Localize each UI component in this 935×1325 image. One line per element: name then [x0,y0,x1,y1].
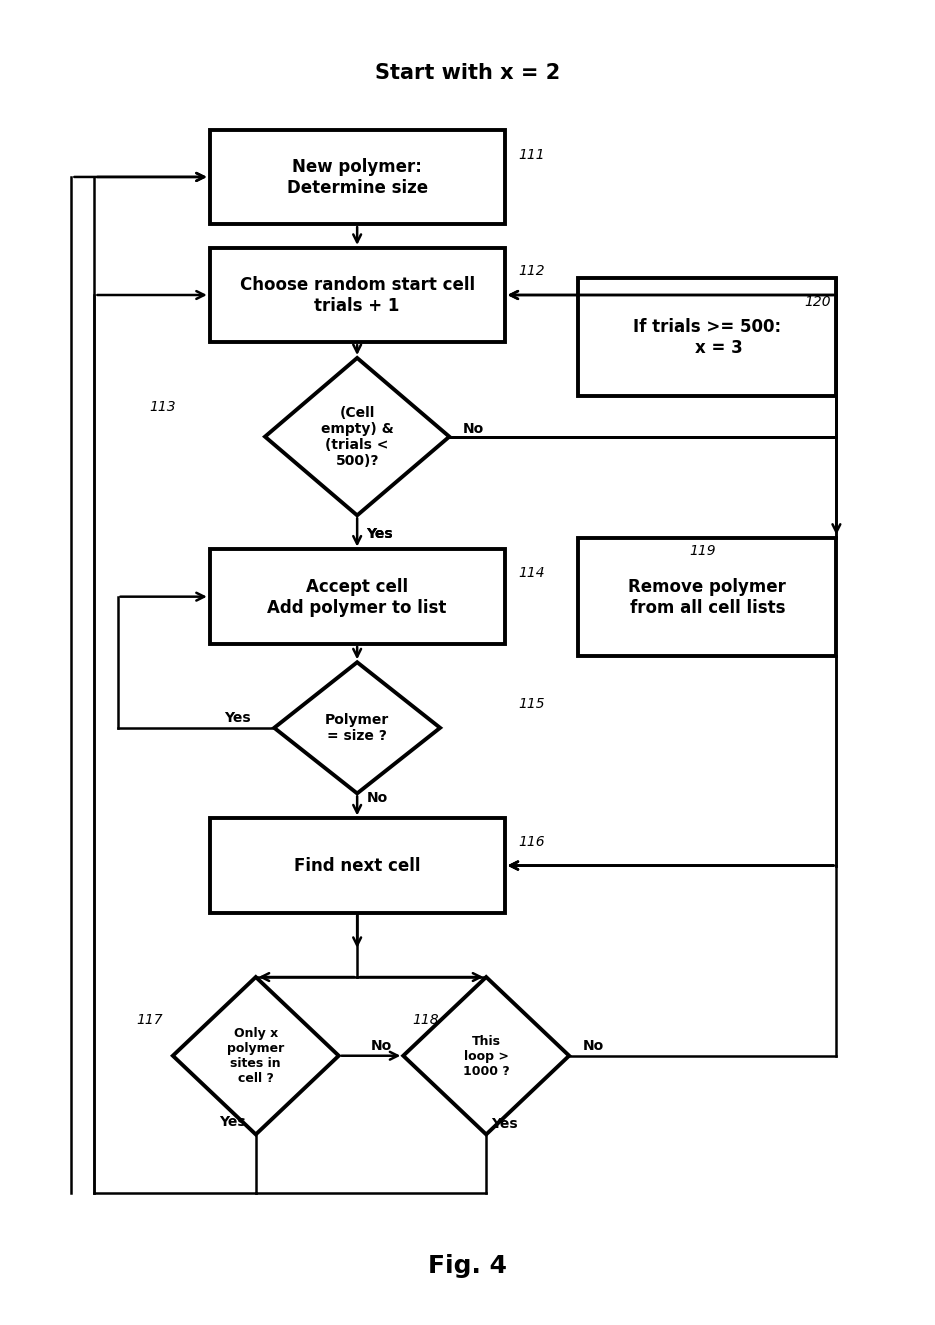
Text: Start with x = 2: Start with x = 2 [375,62,560,82]
Text: Yes: Yes [220,1114,246,1129]
Text: Only x
polymer
sites in
cell ?: Only x polymer sites in cell ? [227,1027,284,1085]
Text: 112: 112 [518,265,545,278]
Text: 115: 115 [518,697,545,712]
Text: Polymer
= size ?: Polymer = size ? [324,713,389,743]
Text: Remove polymer
from all cell lists: Remove polymer from all cell lists [628,578,786,616]
Text: New polymer:
Determine size: New polymer: Determine size [286,158,427,197]
Text: Yes: Yes [367,527,393,541]
Text: 113: 113 [150,399,177,413]
Text: Yes: Yes [491,1117,517,1132]
Polygon shape [265,358,449,515]
Bar [578,278,836,396]
Text: Fig. 4: Fig. 4 [428,1253,507,1277]
Text: Yes: Yes [224,710,251,725]
Bar [209,248,504,343]
Polygon shape [173,977,338,1134]
Text: 119: 119 [688,543,715,558]
Text: Accept cell
Add polymer to list: Accept cell Add polymer to list [267,578,447,616]
Text: 111: 111 [518,147,545,162]
Text: (Cell
empty) &
(trials <
500)?: (Cell empty) & (trials < 500)? [321,405,394,468]
Text: 120: 120 [804,294,830,309]
Bar [578,538,836,656]
Text: No: No [463,423,484,436]
Text: No: No [367,791,387,804]
Text: 116: 116 [518,835,545,849]
Text: Find next cell: Find next cell [294,857,420,874]
Text: No: No [371,1039,392,1052]
Polygon shape [403,977,568,1134]
Text: 117: 117 [136,1014,163,1027]
Text: 114: 114 [518,566,545,580]
Text: No: No [583,1039,604,1052]
Text: 118: 118 [412,1014,439,1027]
Text: Choose random start cell
trials + 1: Choose random start cell trials + 1 [239,276,474,315]
Bar [209,819,504,913]
Text: Yes: Yes [367,527,393,541]
Bar [209,550,504,644]
Text: This
loop >
1000 ?: This loop > 1000 ? [463,1035,510,1077]
Text: If trials >= 500:
    x = 3: If trials >= 500: x = 3 [633,318,781,356]
Bar [209,130,504,224]
Polygon shape [274,662,439,794]
